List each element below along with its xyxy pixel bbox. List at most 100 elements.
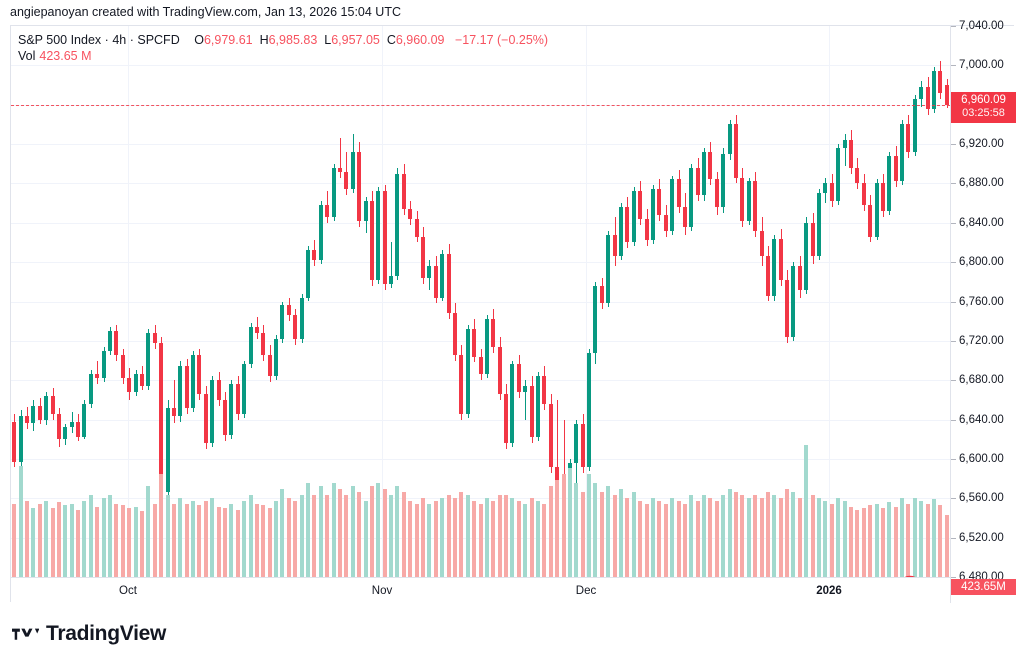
legend-symbol: S&P 500 Index xyxy=(18,33,102,47)
candle-body xyxy=(344,171,348,190)
volume-bar xyxy=(319,486,323,577)
candle-body xyxy=(146,332,150,387)
volume-bar xyxy=(753,494,757,577)
volume-bar xyxy=(82,500,86,577)
candle-body xyxy=(536,376,540,438)
bar-countdown: 03:25:58 xyxy=(962,106,1005,119)
volume-bar xyxy=(287,497,291,577)
candle-body xyxy=(325,205,329,217)
candle-body xyxy=(574,423,578,463)
grid-line-horizontal xyxy=(11,420,950,421)
candle-body xyxy=(855,167,859,184)
candle-body xyxy=(280,305,284,339)
legend-open-label: O xyxy=(194,33,204,47)
volume-bar xyxy=(830,503,834,577)
candle-body xyxy=(25,415,29,424)
candle-body xyxy=(702,151,706,196)
candle-body xyxy=(625,207,629,243)
volume-bar xyxy=(159,474,163,577)
us-flag-badge[interactable] xyxy=(897,575,923,577)
price-tick-label: 6,720.00 xyxy=(959,335,1004,347)
candle-body xyxy=(587,352,591,467)
candle-body xyxy=(319,205,323,261)
candle-wick xyxy=(97,360,98,385)
candle-body xyxy=(421,236,425,278)
grid-line-horizontal xyxy=(11,183,950,184)
candle-wick xyxy=(174,380,175,424)
volume-bar xyxy=(881,508,885,577)
volume-bar xyxy=(632,491,636,577)
candle-body xyxy=(114,331,118,355)
legend-volume-row: Vol 423.65 M xyxy=(18,48,548,64)
legend-main-row: S&P 500 Index · 4h · SPCFD O6,979.61 H6,… xyxy=(18,32,548,48)
tradingview-logo-text: TradingView xyxy=(46,622,167,645)
candle-wick xyxy=(557,399,558,499)
candle-body xyxy=(798,266,802,290)
price-tick-dash xyxy=(951,65,956,66)
volume-bar xyxy=(402,491,406,577)
candle-body xyxy=(427,266,431,278)
volume-bar xyxy=(114,503,118,577)
legend-volume-value: 423.65 M xyxy=(39,49,92,63)
candle-body xyxy=(76,421,80,438)
volume-bar xyxy=(523,503,527,577)
candle-body xyxy=(945,85,949,105)
volume-bar xyxy=(849,506,853,577)
volume-bar xyxy=(581,491,585,577)
candle-body xyxy=(485,319,489,375)
chart-pane[interactable]: S&P 500 Index · 4h · SPCFD O6,979.61 H6,… xyxy=(11,26,950,577)
volume-bar xyxy=(715,500,719,577)
tradingview-logo[interactable]: TradingView xyxy=(12,622,166,646)
price-axis[interactable]: 7,040.007,000.006,960.006,920.006,880.00… xyxy=(950,20,1016,603)
candle-body xyxy=(657,189,661,215)
grid-line-vertical xyxy=(382,26,383,577)
price-tick-dash xyxy=(951,223,956,224)
volume-bar xyxy=(31,508,35,577)
price-tick-label: 6,760.00 xyxy=(959,296,1004,308)
volume-bar xyxy=(887,502,891,577)
volume-bar xyxy=(510,497,514,577)
volume-bar xyxy=(395,486,399,577)
volume-bar xyxy=(791,491,795,577)
candle-body xyxy=(734,124,738,178)
candle-body xyxy=(811,222,815,257)
candle-body xyxy=(549,403,553,467)
grid-line-vertical xyxy=(829,26,830,577)
candle-body xyxy=(862,183,866,206)
volume-bar xyxy=(102,497,106,577)
time-axis[interactable]: Oct Nov Dec 2026 xyxy=(11,577,950,603)
grid-line-horizontal xyxy=(11,223,950,224)
volume-bar xyxy=(25,500,29,577)
volume-bar xyxy=(747,497,751,577)
volume-bar xyxy=(12,503,16,577)
grid-line-horizontal xyxy=(11,65,950,66)
volume-bar xyxy=(166,494,170,577)
candle-body xyxy=(51,395,55,414)
volume-bar xyxy=(197,505,201,577)
volume-bar xyxy=(466,494,470,577)
volume-bar xyxy=(894,506,898,577)
volume-bar xyxy=(440,497,444,577)
candle-body xyxy=(932,71,936,109)
time-tick-label: Dec xyxy=(575,585,597,597)
candle-body xyxy=(715,179,719,208)
candle-body xyxy=(472,329,476,357)
us-flag-icon xyxy=(904,575,916,577)
volume-bar xyxy=(728,489,732,577)
candle-body xyxy=(82,403,86,438)
candle-body xyxy=(887,155,891,211)
candle-body xyxy=(606,234,610,304)
candle-body xyxy=(159,342,163,493)
candle-body xyxy=(913,98,917,152)
volume-bar xyxy=(600,491,604,577)
volume-bar xyxy=(906,503,910,577)
legend-separator-1: · xyxy=(104,33,109,47)
candle-body xyxy=(772,238,776,296)
volume-bar xyxy=(332,483,336,577)
candle-body xyxy=(760,230,764,257)
candle-body xyxy=(817,193,821,257)
candle-body xyxy=(287,305,291,316)
candle-body xyxy=(791,266,795,337)
candle-body xyxy=(938,71,942,93)
volume-bar xyxy=(721,494,725,577)
